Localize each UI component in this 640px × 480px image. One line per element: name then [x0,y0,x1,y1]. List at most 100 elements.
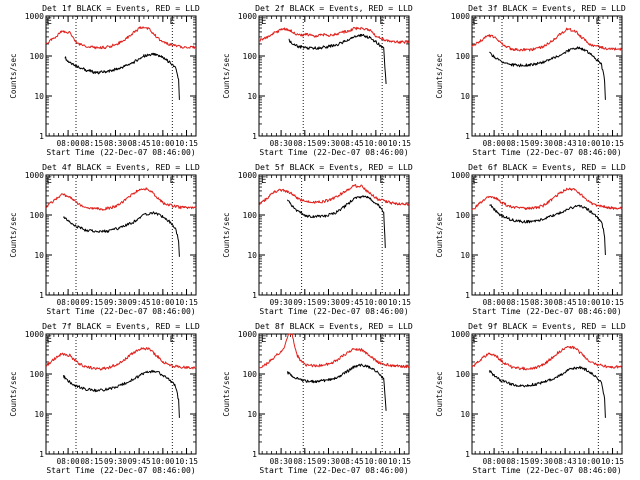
marker-letter: E [170,17,175,27]
panel-6: Det 6f BLACK = Events, RED = LLD 1 10 100 10… [435,162,626,316]
x-axis-label: Start Time (22-Dec-07 08:46:00) [259,307,408,316]
x-tick-label: 10:15 [388,139,411,148]
x-tick-label: 10:15 [175,298,198,307]
events-series-line [488,365,606,418]
x-tick-label: 09:45 [128,457,151,466]
panel-5: Det 5f BLACK = Events, RED = LLD 1 10 100 10… [222,162,413,316]
y-tick-label: 10 [247,92,257,101]
x-tick-label: 08:00 [483,139,506,148]
x-tick-label: 09:30 [104,457,127,466]
y-tick-label: 1 [252,450,257,459]
x-tick-label: 08:15 [80,139,103,148]
y-tick-label: 1 [252,132,257,141]
x-tick-label: 08:30 [530,298,553,307]
panel-title: Det 2f BLACK = Events, RED = LLD [255,3,413,13]
panel-title: Det 4f BLACK = Events, RED = LLD [42,162,200,172]
x-tick-label: 08:15 [506,457,529,466]
y-tick-label: 10 [460,251,470,260]
y-tick-label: 1000 [25,330,44,339]
y-tick-label: 1000 [238,330,257,339]
x-tick-label: 09:45 [341,298,364,307]
marker-letter: E [472,17,477,27]
marker-letter: E [379,176,384,186]
axes-frame [45,15,197,137]
x-tick-label: 10:00 [151,139,174,148]
y-tick-label: 1000 [451,330,470,339]
x-tick-label: 10:00 [364,139,387,148]
y-tick-label: 100 [456,52,471,61]
y-axis-label: Counts/sec [222,371,231,416]
marker-letter: E [472,176,477,186]
x-tick-label: 08:00 [57,139,80,148]
y-axis-label: Counts/sec [435,212,444,257]
marker-letter: E [46,176,51,186]
axes-frame [471,174,623,296]
y-tick-label: 1000 [25,171,44,180]
panel-9: Det 9f BLACK = Events, RED = LLD 1 10 100 10… [435,321,626,475]
x-tick-label: 08:43 [554,139,577,148]
x-tick-label: 09:30 [317,457,340,466]
x-tick-label: 08:45 [554,298,577,307]
y-tick-label: 1 [252,291,257,300]
y-axis-label: Counts/sec [222,212,231,257]
y-tick-label: 10 [34,410,44,419]
y-tick-label: 1 [465,291,470,300]
events-series-line [286,363,387,411]
x-tick-label: 08:00 [483,457,506,466]
x-tick-label: 10:15 [388,298,411,307]
panel-3: Det 3f BLACK = Events, RED = LLD 1 10 100 10… [435,3,626,157]
y-tick-label: 1 [465,132,470,141]
panel-8: Det 8f BLACK = Events, RED = LLD 1 10 100 10… [222,321,413,475]
events-series-line [63,211,180,257]
y-tick-label: 1000 [238,171,257,180]
x-tick-label: 10:15 [601,298,624,307]
x-tick-label: 09:30 [317,298,340,307]
y-tick-label: 100 [456,370,471,379]
y-tick-label: 1000 [451,12,470,21]
x-tick-label: 10:15 [601,139,624,148]
marker-letter: E [46,335,51,345]
lld-series-line [258,184,410,206]
events-series-line [64,52,180,100]
x-tick-label: 08:15 [80,457,103,466]
y-tick-label: 10 [247,410,257,419]
x-tick-label: 10:00 [151,457,174,466]
lld-series-line [45,187,197,211]
x-tick-label: 09:30 [530,457,553,466]
lld-series-line [471,187,623,211]
marker-letter: E [596,17,601,27]
axes-frame [258,333,410,455]
axes-frame [45,333,197,455]
x-tick-label: 09:15 [80,298,103,307]
panel-1: Det 1f BLACK = Events, RED = LLD 1 10 100 10… [9,3,200,157]
x-tick-label: 09:30 [530,139,553,148]
x-tick-label: 08:15 [293,139,316,148]
marker-letter: E [261,176,266,186]
panel-title: Det 1f BLACK = Events, RED = LLD [42,3,200,13]
lld-series-line [471,27,623,52]
y-tick-label: 100 [243,211,258,220]
panel-title: Det 7f BLACK = Events, RED = LLD [42,321,200,331]
x-tick-label: 08:00 [483,298,506,307]
lld-series-line [471,345,623,371]
marker-letter: E [472,335,477,345]
x-tick-label: 08:15 [506,139,529,148]
events-series-line [62,369,180,418]
marker-letter: E [46,17,51,27]
x-tick-label: 09:30 [104,298,127,307]
x-tick-label: 08:45 [128,139,151,148]
events-series-line [288,33,387,85]
marker-letter: E [170,176,175,186]
x-tick-label: 10:00 [577,457,600,466]
marker-letter: E [379,335,384,345]
y-tick-label: 100 [30,370,45,379]
y-tick-label: 100 [30,211,45,220]
marker-letter: E [379,17,384,27]
panel-4: Det 4f BLACK = Events, RED = LLD 1 10 100 10… [9,162,200,316]
y-tick-label: 1 [39,291,44,300]
x-tick-label: 09:45 [128,298,151,307]
x-tick-label: 08:45 [341,457,364,466]
x-tick-label: 09:15 [293,298,316,307]
